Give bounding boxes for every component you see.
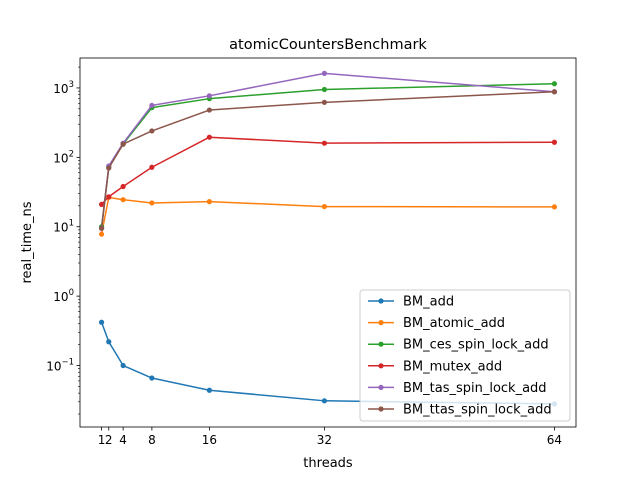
data-point: [551, 81, 558, 87]
y-tick-base: 10: [53, 82, 68, 96]
series-layer: [98, 70, 558, 407]
data-point: [149, 375, 155, 381]
y-axis-label: real_time_ns: [20, 201, 35, 283]
data-point: [149, 102, 155, 109]
y-tick-exponent: 1: [69, 219, 74, 229]
y-tick-label: 10−1: [46, 358, 74, 374]
legend: BM_add BM_atomic_add BM_ces_spin_lock_add B…: [359, 289, 571, 422]
x-tick-label: 1: [98, 433, 106, 447]
legend-label: BM_atomic_add: [403, 316, 505, 331]
data-point: [206, 387, 212, 393]
data-point: [120, 362, 126, 369]
legend-box: [359, 289, 571, 422]
data-point: [120, 183, 126, 190]
x-tick-label: 32: [317, 433, 332, 447]
legend-label: BM_tas_spin_lock_add: [403, 381, 547, 396]
y-tick-exponent: 0: [69, 288, 74, 298]
x-tick-label: 4: [119, 433, 127, 447]
data-point: [321, 398, 328, 404]
data-point: [106, 165, 112, 171]
data-point: [321, 86, 328, 93]
x-axis: 1 2 4 8 16 32 64: [98, 427, 562, 447]
y-tick-label: 103: [53, 80, 74, 96]
x-tick-label: 64: [547, 433, 562, 447]
data-point: [551, 89, 558, 95]
y-tick-exponent: 3: [69, 80, 74, 90]
data-point: [98, 225, 105, 231]
legend-label: BM_ces_spin_lock_add: [403, 338, 549, 353]
y-tick-base: 10: [53, 221, 68, 235]
data-point: [98, 319, 105, 325]
y-tick-label: 101: [53, 219, 74, 235]
data-point: [551, 204, 558, 210]
data-point: [206, 134, 212, 140]
data-point: [321, 99, 328, 105]
data-point: [120, 197, 126, 203]
legend-swatch-marker: [378, 384, 384, 390]
data-point: [120, 141, 126, 147]
legend-swatch-marker: [378, 341, 384, 347]
legend-swatch-marker: [378, 406, 384, 412]
x-tick-label: 16: [202, 433, 217, 447]
x-axis-label: threads: [303, 456, 353, 471]
data-point: [106, 194, 112, 200]
chart-title: atomicCountersBenchmark: [229, 37, 427, 53]
data-point: [321, 70, 328, 76]
y-tick-label: 100: [53, 288, 74, 304]
legend-swatch-marker: [378, 298, 384, 304]
y-tick-base: 10: [46, 360, 61, 374]
data-point: [106, 339, 112, 345]
x-tick-label: 2: [105, 433, 113, 447]
y-tick-base: 10: [53, 151, 68, 165]
data-point: [98, 201, 105, 207]
data-point: [321, 140, 328, 146]
y-tick-exponent: 2: [69, 149, 74, 159]
y-tick-label: 102: [53, 149, 74, 165]
data-point: [206, 199, 212, 205]
legend-swatch-marker: [378, 320, 384, 326]
y-tick-base: 10: [53, 290, 68, 304]
data-point: [206, 107, 212, 113]
data-point: [206, 93, 212, 99]
legend-label: BM_mutex_add: [403, 359, 502, 374]
data-point: [149, 200, 155, 206]
data-point: [149, 128, 155, 134]
legend-label: BM_add: [403, 295, 454, 310]
data-point: [149, 164, 155, 170]
plot-frame: [79, 57, 577, 428]
x-tick-label: 8: [148, 433, 156, 447]
data-point: [551, 139, 558, 145]
legend-swatch-marker: [378, 363, 384, 369]
y-tick-exponent: −1: [61, 358, 74, 368]
legend-label: BM_ttas_spin_lock_add: [403, 403, 552, 418]
data-point: [98, 231, 105, 237]
data-point: [321, 203, 328, 210]
